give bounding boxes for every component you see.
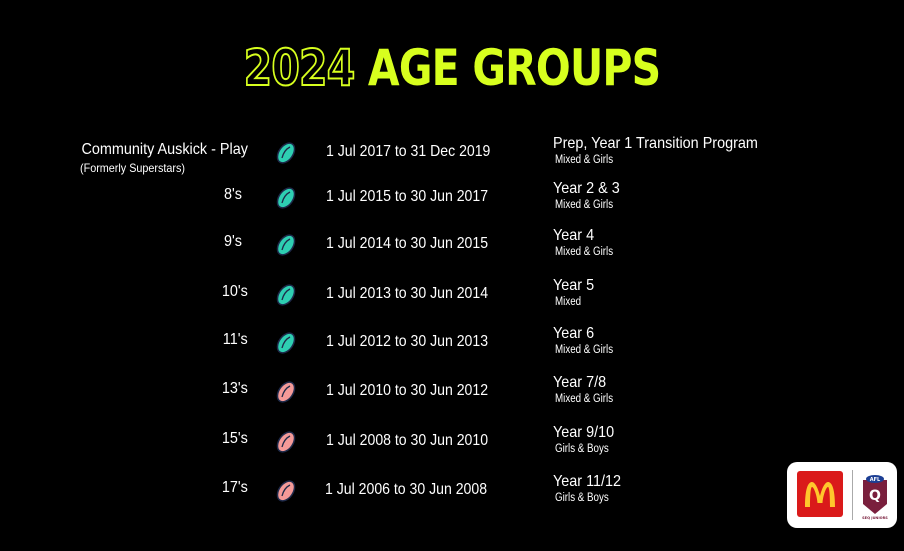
svg-text:Q: Q — [869, 488, 881, 504]
teal-football-icon — [276, 142, 296, 164]
teal-football-icon — [276, 284, 296, 306]
school-year: Year 4 — [553, 227, 595, 244]
page-title: 2024 AGE GROUPS — [81, 38, 822, 98]
sponsor-logos: AFL Q SEQ JUNIORS — [787, 462, 897, 528]
age-group-name: 10's — [222, 283, 248, 300]
school-year: Year 6 — [553, 325, 595, 342]
team-mix: Girls & Boys — [555, 443, 609, 455]
birth-date-range: 1 Jul 2013 to 30 Jun 2014 — [326, 285, 489, 302]
logo-divider — [852, 470, 853, 520]
age-group-name: 11's — [223, 331, 248, 348]
school-year: Year 5 — [553, 277, 595, 294]
age-group-row: 9's 1 Jul 2014 to 30 Jun 2015 Year 4 Mix… — [0, 227, 904, 279]
age-group-row: 8's 1 Jul 2015 to 30 Jun 2017 Year 2 & 3… — [0, 180, 904, 232]
team-mix: Mixed & Girls — [555, 199, 614, 211]
birth-date-range: 1 Jul 2008 to 30 Jun 2010 — [326, 432, 489, 449]
teal-football-icon — [276, 187, 296, 209]
team-mix: Girls & Boys — [555, 492, 609, 504]
svg-text:AFL: AFL — [870, 477, 881, 483]
school-year: Year 11/12 — [553, 473, 622, 490]
age-group-name: 9's — [224, 233, 242, 250]
pink-football-icon — [276, 431, 296, 453]
teal-football-icon — [276, 234, 296, 256]
afl-q-seq-juniors-logo-icon: AFL Q SEQ JUNIORS — [862, 475, 888, 520]
birth-date-range: 1 Jul 2014 to 30 Jun 2015 — [326, 235, 489, 252]
team-mix: Mixed & Girls — [555, 246, 614, 258]
age-group-name: 15's — [222, 430, 248, 447]
birth-date-range: 1 Jul 2015 to 30 Jun 2017 — [326, 188, 489, 205]
svg-text:SEQ JUNIORS: SEQ JUNIORS — [862, 516, 888, 520]
birth-date-range: 1 Jul 2010 to 30 Jun 2012 — [326, 382, 489, 399]
team-mix: Mixed & Girls — [555, 344, 614, 356]
pink-football-icon — [276, 480, 296, 502]
age-group-row: Community Auskick - Play (Formerly Super… — [0, 135, 904, 187]
team-mix: Mixed — [555, 296, 582, 308]
school-year: Year 9/10 — [553, 424, 615, 441]
age-group-row: 10's 1 Jul 2013 to 30 Jun 2014 Year 5 Mi… — [0, 277, 904, 329]
team-mix: Mixed & Girls — [555, 393, 614, 405]
age-group-row: 11's 1 Jul 2012 to 30 Jun 2013 Year 6 Mi… — [0, 325, 904, 377]
school-year: Year 7/8 — [553, 374, 607, 391]
team-mix: Mixed & Girls — [555, 154, 614, 166]
birth-date-range: 1 Jul 2012 to 30 Jun 2013 — [326, 333, 489, 350]
age-group-row: 17's 1 Jul 2006 to 30 Jun 2008 Year 11/1… — [0, 473, 904, 525]
age-group-name: Community Auskick - Play — [81, 141, 248, 158]
age-group-subtitle: (Formerly Superstars) — [80, 161, 186, 175]
birth-date-range: 1 Jul 2006 to 30 Jun 2008 — [325, 481, 488, 498]
title-year: 2024 — [243, 38, 356, 98]
school-year: Prep, Year 1 Transition Program — [553, 135, 758, 152]
age-group-name: 13's — [222, 380, 248, 397]
pink-football-icon — [276, 381, 296, 403]
age-group-row: 15's 1 Jul 2008 to 30 Jun 2010 Year 9/10… — [0, 424, 904, 476]
age-group-row: 13's 1 Jul 2010 to 30 Jun 2012 Year 7/8 … — [0, 374, 904, 426]
title-age-groups: AGE GROUPS — [367, 39, 661, 97]
age-group-name: 17's — [222, 479, 248, 496]
mcdonalds-logo-icon — [797, 471, 843, 517]
school-year: Year 2 & 3 — [553, 180, 620, 197]
age-group-name: 8's — [224, 186, 242, 203]
birth-date-range: 1 Jul 2017 to 31 Dec 2019 — [326, 143, 491, 160]
teal-football-icon — [276, 332, 296, 354]
